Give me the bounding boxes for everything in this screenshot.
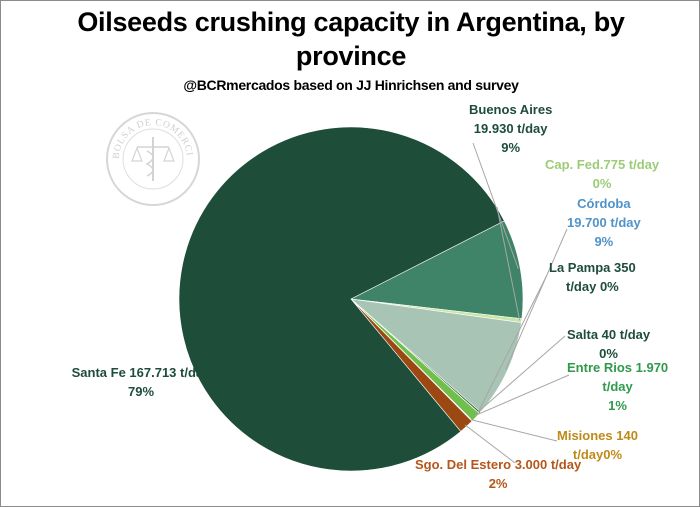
- label-la-pampa: La Pampa 350 t/day 0%: [549, 260, 636, 294]
- chart-title-line1: Oilseeds crushing capacity in Argentina,…: [77, 7, 625, 37]
- pie-slice-santa-fe: [178, 126, 505, 472]
- leader-line: [474, 374, 570, 417]
- label-entre-rios: Entre Rios 1.970 t/day 1%: [567, 360, 669, 413]
- leader-line: [464, 424, 516, 464]
- leader-line: [470, 419, 558, 442]
- pie-slice-buenos-aires: [349, 220, 524, 320]
- label-salta: Salta 40 t/day 0%: [567, 327, 651, 361]
- chart-title-line2: province: [295, 41, 407, 71]
- bcr-seal-watermark: BOLSA DE COMERCIO DE ROSARIO: [1, 1, 200, 206]
- leader-line: [496, 206, 521, 321]
- label-cap-fed: Cap. Fed.775 t/day 0%: [545, 157, 660, 191]
- leader-line: [472, 142, 519, 270]
- label-sgo-del-estero: Sgo. Del Estero 3.000 t/day 2%: [415, 457, 582, 491]
- label-buenos-aires: Buenos Aires 19.930 t/day 9%: [469, 102, 553, 155]
- label-cordoba: Córdoba 19.700 t/day 9%: [567, 196, 641, 249]
- label-misiones: Misiones 140 t/day0%: [557, 428, 638, 462]
- chart-subtitle: @BCRmercados based on JJ Hinrichsen and …: [183, 77, 519, 93]
- leader-line: [505, 228, 568, 370]
- svg-text:BOLSA DE COMERCIO DE ROSARIO: BOLSA DE COMERCIO DE ROSARIO: [1, 1, 194, 159]
- leader-line: [477, 335, 566, 413]
- pie-slice-c-rdoba: [350, 298, 522, 413]
- leader-line: [478, 274, 548, 412]
- seal-text: BOLSA DE COMERCIO DE ROSARIO: [1, 1, 193, 159]
- label-santa-fe: Santa Fe 167.713 t/day 79%: [71, 365, 211, 399]
